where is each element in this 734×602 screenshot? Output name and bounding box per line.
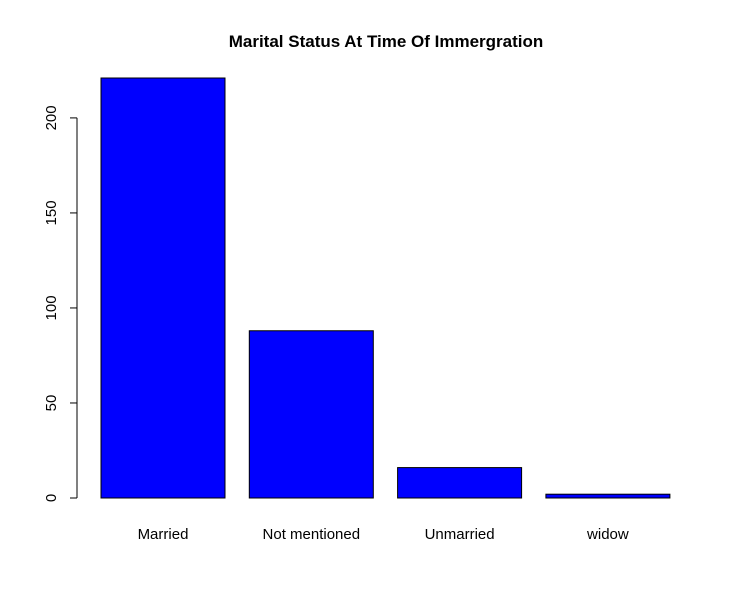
- x-tick-label: Unmarried: [425, 526, 495, 543]
- y-tick-label: 100: [43, 295, 60, 320]
- x-tick-label: Married: [138, 526, 189, 543]
- bars-group: [100, 77, 671, 499]
- bar-widow: [545, 493, 671, 499]
- x-tick-label: Not mentioned: [263, 526, 361, 543]
- y-tick-label: 0: [43, 494, 60, 502]
- y-tick-label: 200: [43, 105, 60, 130]
- bar-not-mentioned: [248, 330, 374, 499]
- bar-married: [100, 77, 226, 499]
- x-axis-labels: Married Not mentioned Unmarried widow: [138, 526, 629, 543]
- bar-unmarried: [397, 467, 523, 499]
- y-tick-label: 150: [43, 200, 60, 225]
- chart-title: Marital Status At Time Of Immergration: [229, 32, 544, 51]
- y-axis: 0 50 100 150 200: [43, 105, 78, 502]
- x-tick-label: widow: [586, 526, 629, 543]
- y-tick-label: 50: [43, 395, 60, 412]
